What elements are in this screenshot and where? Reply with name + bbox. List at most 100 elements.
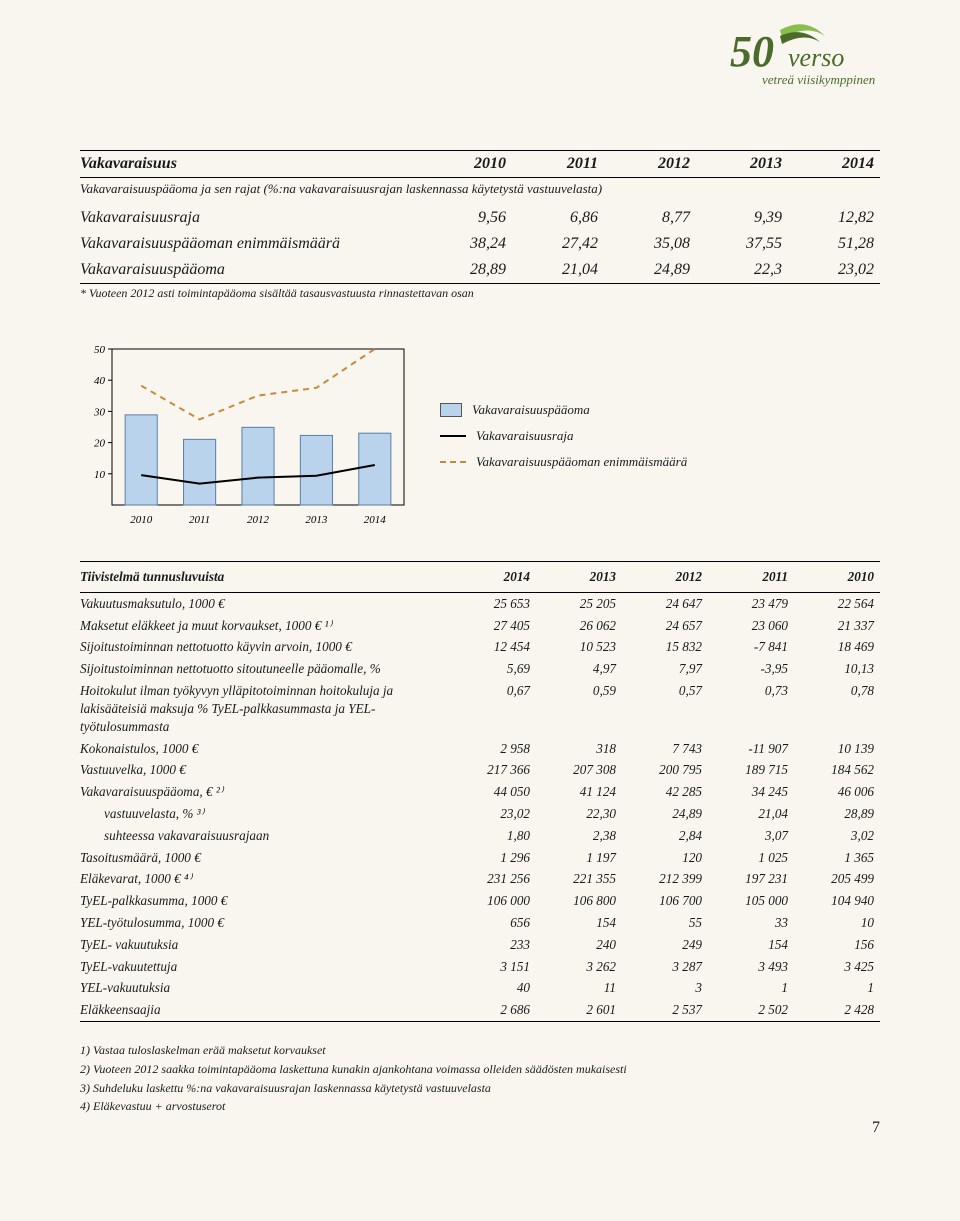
table2-row-label: Maksetut eläkkeet ja muut korvaukset, 10… — [80, 617, 450, 635]
table1-row: Vakavaraisuusraja9,566,868,779,3912,82 — [80, 205, 880, 231]
table2-cell: 3 493 — [708, 958, 794, 976]
legend-label: Vakavaraisuusraja — [476, 428, 574, 444]
legend-item: Vakavaraisuuspääoman enimmäismäärä — [440, 454, 687, 470]
table1-title: Vakavaraisuus — [80, 155, 420, 173]
table2-cell: 249 — [622, 936, 708, 954]
table1-footnote: * Vuoteen 2012 asti toimintapääoma sisäl… — [80, 286, 880, 301]
table2-row: Vakuutusmaksutulo, 1000 €25 65325 20524 … — [80, 593, 880, 615]
table2-row: vastuuvelasta, % ³⁾23,0222,3024,8921,042… — [80, 803, 880, 825]
table2-cell: 1 025 — [708, 849, 794, 867]
table2-cell: 0,78 — [794, 682, 880, 735]
table2-cell: 18 469 — [794, 638, 880, 656]
solvency-table: Vakavaraisuus 2010 2011 2012 2013 2014 V… — [80, 150, 880, 301]
svg-text:10: 10 — [94, 469, 106, 481]
table2-row-label: Eläkkeensaajia — [80, 1001, 450, 1019]
table2-row-label: TyEL-palkkasumma, 1000 € — [80, 892, 450, 910]
table2-cell: 233 — [450, 936, 536, 954]
legend-label: Vakavaraisuuspääoman enimmäismäärä — [476, 454, 687, 470]
table1-cell: 38,24 — [420, 235, 512, 253]
table2-cell: 3 151 — [450, 958, 536, 976]
footnote-line: 3) Suhdeluku laskettu %:na vakavaraisuus… — [80, 1080, 880, 1097]
table2-cell: 2 428 — [794, 1001, 880, 1019]
table2-cell: 189 715 — [708, 761, 794, 779]
table2-cell: 3 262 — [536, 958, 622, 976]
table1-year: 2011 — [512, 155, 604, 173]
table2-year: 2010 — [794, 568, 880, 586]
legend-label: Vakavaraisuuspääoma — [472, 402, 590, 418]
table2-cell: 24 657 — [622, 617, 708, 635]
table2-row: YEL-vakuutuksia4011311 — [80, 977, 880, 999]
table1-year: 2014 — [788, 155, 880, 173]
svg-text:2013: 2013 — [305, 514, 328, 526]
table2-cell: 12 454 — [450, 638, 536, 656]
table2-row-label: TyEL-vakuutettuja — [80, 958, 450, 976]
table1-row: Vakavaraisuuspääoman enimmäismäärä38,242… — [80, 231, 880, 257]
legend-item: Vakavaraisuusraja — [440, 428, 687, 444]
table1-cell: 12,82 — [788, 209, 880, 227]
table2-row: suhteessa vakavaraisuusrajaan1,802,382,8… — [80, 825, 880, 847]
table2-cell: 197 231 — [708, 870, 794, 888]
table2-cell: 10 — [794, 914, 880, 932]
table1-cell: 9,56 — [420, 209, 512, 227]
svg-text:30: 30 — [93, 406, 106, 418]
legend-swatch-box — [440, 403, 462, 417]
table2-cell: 217 366 — [450, 761, 536, 779]
table2-cell: -3,95 — [708, 660, 794, 678]
svg-text:20: 20 — [94, 438, 106, 450]
table2-cell: 23,02 — [450, 805, 536, 823]
table2-cell: 7 743 — [622, 740, 708, 758]
table1-year: 2012 — [604, 155, 696, 173]
table2-cell: 200 795 — [622, 761, 708, 779]
legend-item: Vakavaraisuuspääoma — [440, 402, 687, 418]
table2-row-label: YEL-työtulosumma, 1000 € — [80, 914, 450, 932]
table1-cell: 8,77 — [604, 209, 696, 227]
table2-cell: 1 — [708, 979, 794, 997]
table2-cell: 1 197 — [536, 849, 622, 867]
table2-cell: 3 287 — [622, 958, 708, 976]
svg-text:50: 50 — [94, 344, 106, 356]
table2-cell: 106 800 — [536, 892, 622, 910]
table2-cell: 212 399 — [622, 870, 708, 888]
table2-cell: 10 523 — [536, 638, 622, 656]
table2-cell: 41 124 — [536, 783, 622, 801]
table2-cell: 2 601 — [536, 1001, 622, 1019]
table2-cell: 33 — [708, 914, 794, 932]
table2-cell: 120 — [622, 849, 708, 867]
svg-text:40: 40 — [94, 375, 106, 387]
table1-year: 2010 — [420, 155, 512, 173]
table2-row-label: Hoitokulut ilman työkyvyn ylläpitotoimin… — [80, 682, 450, 735]
table2-cell: 2 537 — [622, 1001, 708, 1019]
table1-cell: 37,55 — [696, 235, 788, 253]
table1-row-label: Vakavaraisuusraja — [80, 209, 420, 227]
table2-cell: 0,67 — [450, 682, 536, 735]
table2-cell: 240 — [536, 936, 622, 954]
table2-cell: 24,89 — [622, 805, 708, 823]
table2-cell: 154 — [536, 914, 622, 932]
table2-row-label: YEL-vakuutuksia — [80, 979, 450, 997]
table1-row: Vakavaraisuuspääoma28,8921,0424,8922,323… — [80, 257, 880, 283]
table2-cell: 0,59 — [536, 682, 622, 735]
table2-cell: 10 139 — [794, 740, 880, 758]
table2-cell: 46 006 — [794, 783, 880, 801]
table2-cell: 2,38 — [536, 827, 622, 845]
table2-row: Tasoitusmäärä, 1000 €1 2961 1971201 0251… — [80, 847, 880, 869]
table1-cell: 6,86 — [512, 209, 604, 227]
table2-row: TyEL-vakuutettuja3 1513 2623 2873 4933 4… — [80, 956, 880, 978]
table1-cell: 9,39 — [696, 209, 788, 227]
table2-cell: 105 000 — [708, 892, 794, 910]
table2-cell: 2 502 — [708, 1001, 794, 1019]
footnote-line: 1) Vastaa tuloslaskelman erää maksetut k… — [80, 1042, 880, 1059]
table2-cell: 15 832 — [622, 638, 708, 656]
table2-row: YEL-työtulosumma, 1000 €656154553310 — [80, 912, 880, 934]
table1-cell: 24,89 — [604, 261, 696, 279]
table2-cell: 40 — [450, 979, 536, 997]
table2-cell: 10,13 — [794, 660, 880, 678]
legend-swatch-line — [440, 435, 466, 437]
table2-cell: 221 355 — [536, 870, 622, 888]
table2-cell: 3,07 — [708, 827, 794, 845]
table2-row: TyEL-palkkasumma, 1000 €106 000106 80010… — [80, 890, 880, 912]
table2-cell: 25 205 — [536, 595, 622, 613]
svg-text:2011: 2011 — [189, 514, 210, 526]
table2-row-label: Vakuutusmaksutulo, 1000 € — [80, 595, 450, 613]
table2-cell: 25 653 — [450, 595, 536, 613]
